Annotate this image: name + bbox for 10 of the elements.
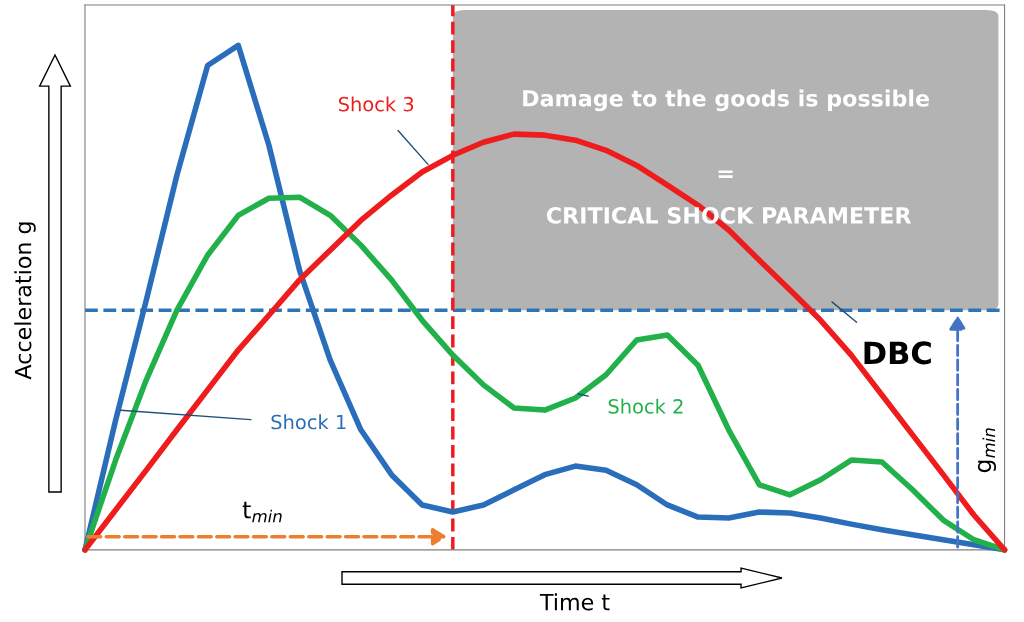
x-axis-title: Time t [539, 593, 610, 611]
y-axis-title: Acceleration g [14, 222, 36, 380]
annotation: = [718, 170, 733, 178]
text: Shock 3 [338, 96, 414, 112]
annotation: g$_{min}$ [977, 428, 996, 473]
annotation: t$_{min}$ [242, 501, 282, 523]
ref-line-label: DBC [864, 341, 931, 365]
series-label: Shock 2 [608, 398, 683, 414]
series-label: Shock 1 [271, 414, 346, 430]
annotation: Damage to the goods is possible [523, 89, 929, 112]
